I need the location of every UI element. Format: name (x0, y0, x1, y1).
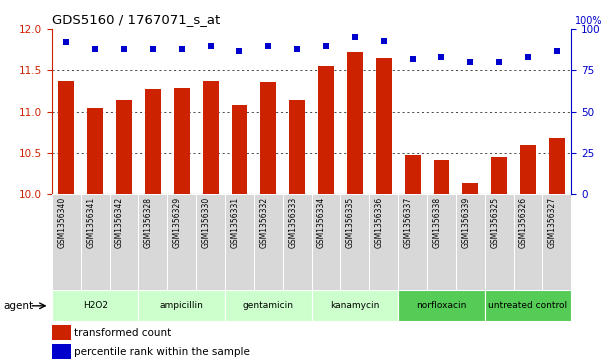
Text: GSM1356334: GSM1356334 (317, 197, 326, 248)
Bar (514, 194, 543, 290)
Bar (289, 100, 305, 194)
Text: GSM1356328: GSM1356328 (144, 197, 153, 248)
Bar (174, 89, 189, 194)
Text: kanamycin: kanamycin (330, 301, 379, 310)
Point (408, 56, 417, 62)
Bar (254, 194, 283, 290)
Bar (491, 157, 507, 194)
Bar (109, 194, 139, 290)
Bar (427, 194, 456, 290)
Text: agent: agent (3, 301, 33, 311)
Point (292, 46, 302, 52)
Bar (340, 194, 369, 290)
Bar (52, 344, 71, 359)
Bar (283, 194, 312, 290)
Bar (347, 52, 363, 194)
Point (379, 38, 389, 44)
Bar (520, 146, 536, 194)
Text: GSM1356333: GSM1356333 (288, 197, 297, 248)
Point (437, 54, 447, 60)
Bar (485, 194, 514, 290)
Bar (376, 58, 392, 194)
Bar (59, 81, 75, 194)
Point (206, 43, 216, 49)
Bar (312, 194, 340, 290)
Bar (196, 194, 225, 290)
Bar (203, 81, 219, 194)
Bar (87, 108, 103, 194)
Bar (312, 290, 398, 321)
Point (90, 46, 100, 52)
Point (350, 34, 360, 40)
Text: GSM1356335: GSM1356335 (346, 197, 355, 248)
Text: GSM1356339: GSM1356339 (461, 197, 470, 248)
Text: gentamicin: gentamicin (243, 301, 294, 310)
Text: GSM1356330: GSM1356330 (202, 197, 211, 248)
Bar (52, 325, 71, 340)
Bar (260, 82, 276, 194)
Bar (485, 290, 571, 321)
Point (62, 39, 71, 45)
Point (263, 43, 273, 49)
Text: H2O2: H2O2 (82, 301, 108, 310)
Point (466, 59, 475, 65)
Bar (81, 194, 109, 290)
Text: GSM1356327: GSM1356327 (548, 197, 557, 248)
Text: ampicillin: ampicillin (160, 301, 203, 310)
Bar (463, 183, 478, 194)
Text: GSM1356338: GSM1356338 (433, 197, 442, 248)
Text: GDS5160 / 1767071_s_at: GDS5160 / 1767071_s_at (52, 13, 220, 26)
Bar (145, 89, 161, 194)
Bar (434, 159, 449, 194)
Bar (139, 290, 225, 321)
Point (552, 48, 562, 53)
Text: transformed count: transformed count (74, 328, 171, 338)
Text: 100%: 100% (576, 16, 603, 26)
Text: percentile rank within the sample: percentile rank within the sample (74, 347, 250, 357)
Bar (549, 138, 565, 194)
Point (523, 54, 533, 60)
Bar (52, 194, 81, 290)
Text: GSM1356331: GSM1356331 (230, 197, 240, 248)
Text: GSM1356341: GSM1356341 (86, 197, 95, 248)
Bar (232, 105, 247, 194)
Point (148, 46, 158, 52)
Text: GSM1356342: GSM1356342 (115, 197, 124, 248)
Text: untreated control: untreated control (488, 301, 568, 310)
Text: GSM1356329: GSM1356329 (173, 197, 182, 248)
Text: GSM1356337: GSM1356337 (404, 197, 412, 248)
Text: norfloxacin: norfloxacin (416, 301, 467, 310)
Bar (398, 290, 485, 321)
Bar (404, 155, 420, 194)
Text: GSM1356336: GSM1356336 (375, 197, 384, 248)
Text: GSM1356340: GSM1356340 (57, 197, 67, 248)
Text: GSM1356326: GSM1356326 (519, 197, 528, 248)
Point (119, 46, 129, 52)
Text: GSM1356332: GSM1356332 (259, 197, 268, 248)
Point (321, 43, 331, 49)
Bar (543, 194, 571, 290)
Bar (398, 194, 427, 290)
Bar (225, 194, 254, 290)
Bar (52, 290, 139, 321)
Point (177, 46, 187, 52)
Point (494, 59, 504, 65)
Bar (167, 194, 196, 290)
Bar (369, 194, 398, 290)
Bar (318, 66, 334, 194)
Bar (225, 290, 312, 321)
Text: GSM1356325: GSM1356325 (490, 197, 499, 248)
Bar (116, 100, 132, 194)
Point (235, 48, 244, 53)
Bar (139, 194, 167, 290)
Bar (456, 194, 485, 290)
